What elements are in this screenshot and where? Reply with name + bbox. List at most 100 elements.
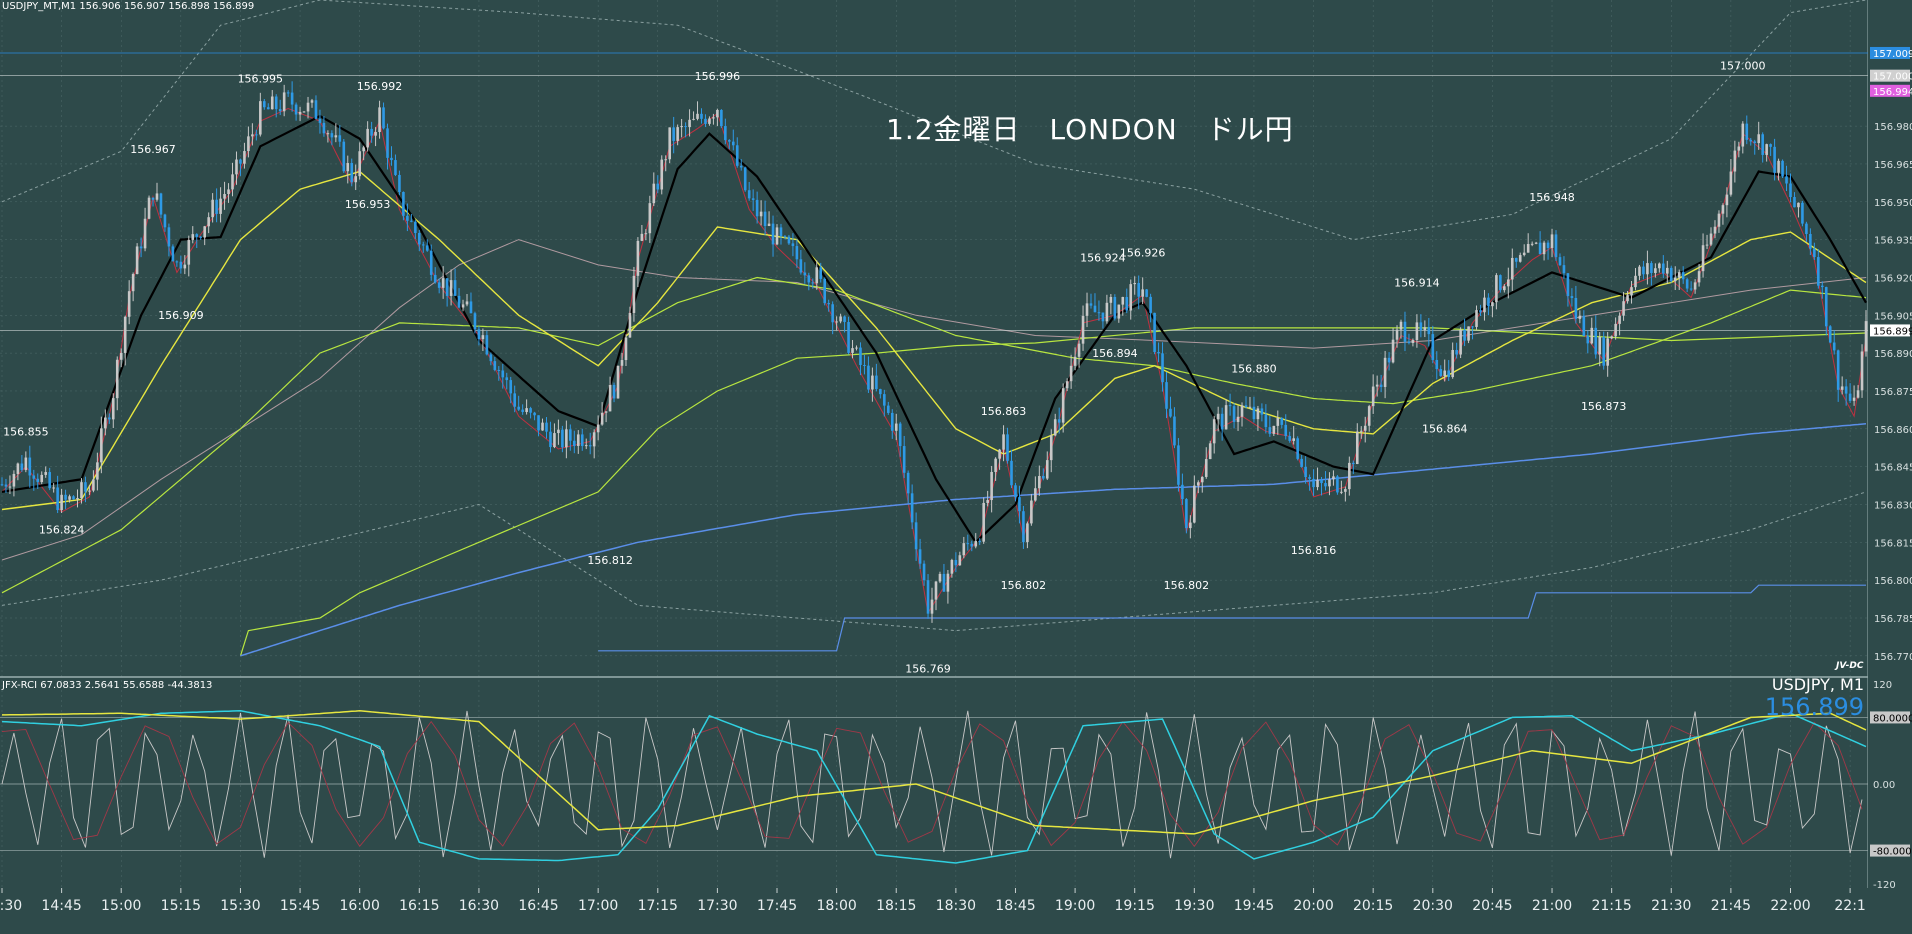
candle-body [1844, 386, 1848, 394]
rci-series-red [1, 720, 1863, 848]
candle-body [791, 243, 795, 247]
price-tick-label: 156.785 [1874, 614, 1912, 625]
rci-tick-label: 0.00 [1873, 780, 1895, 791]
candle-body [735, 145, 739, 166]
candle-body [1483, 297, 1486, 313]
time-tick-label: 18:30 [936, 898, 976, 914]
candle-body [934, 581, 938, 600]
price-tick-label: 156.905 [1874, 311, 1912, 322]
candle-body [875, 375, 878, 390]
candle-body [1157, 352, 1160, 354]
candle-body [505, 377, 509, 381]
candle-body [1491, 302, 1494, 307]
candle-body [1173, 416, 1176, 446]
time-tick-label: 15:45 [280, 898, 320, 914]
candle-body [366, 128, 369, 148]
candle-body [485, 335, 489, 355]
candle-body [453, 280, 457, 296]
candle-body [1018, 497, 1021, 512]
candle-body [926, 580, 930, 614]
candle-body [1030, 500, 1033, 524]
candle-body [1383, 357, 1387, 387]
candle-body [1379, 384, 1383, 387]
candle-body [1165, 382, 1168, 409]
candle-body [970, 543, 974, 547]
candle-body [906, 472, 910, 494]
price-annotation: 156.992 [357, 80, 403, 93]
candle-body [1065, 381, 1069, 389]
candle-body [398, 174, 401, 192]
rci-tick-label: -120 [1873, 880, 1896, 891]
candle-body [1737, 146, 1741, 151]
candle-body [1769, 144, 1772, 147]
candle-body [1304, 466, 1307, 478]
candle-body [1149, 296, 1152, 313]
candle-body [12, 473, 16, 487]
candle-body [1709, 233, 1713, 245]
price-annotation: 156.894 [1092, 347, 1138, 360]
candle-body [1578, 315, 1582, 319]
candle-body [147, 197, 151, 219]
candle-body [1741, 123, 1745, 147]
candle-body [640, 233, 644, 241]
candle-body [1022, 511, 1025, 543]
candle-body [1753, 141, 1757, 144]
candle-body [16, 463, 20, 474]
candle-body [163, 214, 167, 228]
price-annotation: 156.855 [3, 425, 49, 438]
time-tick-label: 17:15 [638, 898, 678, 914]
candle-body [1193, 485, 1196, 523]
candle-body [1495, 275, 1498, 303]
candle-body [743, 167, 747, 191]
candle-body [855, 347, 858, 349]
ma-fast-line [1, 107, 1867, 615]
candle-body [72, 496, 75, 500]
candle-body [1610, 336, 1613, 339]
candle-body [1455, 349, 1458, 355]
price-tick-label: 156.935 [1874, 236, 1912, 247]
candle-body [1105, 302, 1109, 322]
candle-body [1471, 326, 1474, 328]
candle-body [894, 423, 898, 431]
candle-body [1324, 483, 1327, 487]
candle-body [883, 394, 886, 406]
candle-body [759, 211, 763, 217]
candle-body [1431, 334, 1435, 360]
candle-body [386, 128, 389, 158]
candle-body [68, 496, 71, 500]
candle-body [1312, 478, 1315, 488]
candle-body [314, 100, 318, 119]
candle-body [1685, 279, 1689, 289]
candle-body [1574, 297, 1578, 319]
candle-body [608, 384, 612, 412]
rci-series-cyan [1, 710, 1867, 864]
candle-body [545, 422, 548, 432]
ma-yellow-line [1, 170, 1867, 511]
candle-body [1646, 263, 1649, 275]
candle-body [477, 329, 481, 340]
lower-band-line [1, 491, 1867, 632]
candle-body [219, 198, 222, 214]
candle-body [616, 365, 620, 399]
candle-body [990, 471, 993, 501]
candle-body [1785, 176, 1788, 184]
candle-body [1280, 418, 1284, 425]
time-tick-label: 19:30 [1174, 898, 1214, 914]
candle-body [1765, 144, 1768, 155]
price-annotation: 156.816 [1291, 544, 1337, 557]
candle-body [1622, 301, 1625, 316]
candle-body [1554, 234, 1558, 258]
candle-body [1618, 315, 1621, 324]
candle-body [1805, 223, 1808, 235]
candle-body [982, 502, 985, 542]
candle-body [1570, 296, 1574, 298]
candle-body [644, 233, 648, 235]
candle-body [1316, 479, 1319, 488]
candle-body [1435, 359, 1439, 370]
candle-body [513, 393, 516, 407]
candle-body [580, 434, 584, 447]
candle-body [421, 244, 425, 246]
candle-body [1129, 284, 1133, 311]
